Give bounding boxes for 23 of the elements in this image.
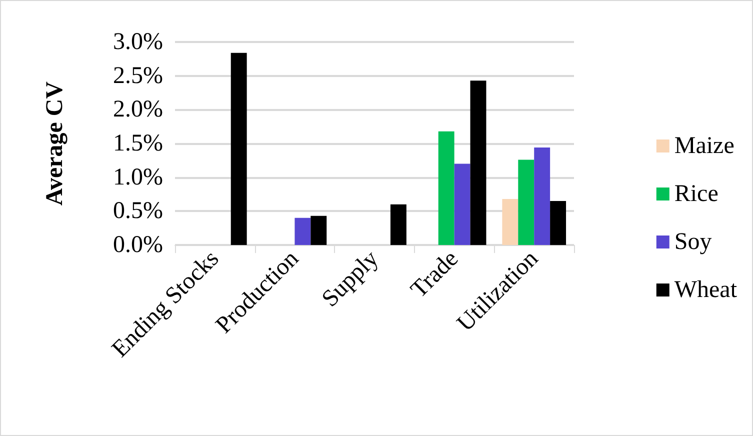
y-tick-label: 2.5% bbox=[113, 62, 163, 89]
y-tick-label: 1.5% bbox=[113, 130, 163, 156]
y-axis-title: Average CV bbox=[42, 80, 68, 206]
y-tick-label: 3.0% bbox=[113, 29, 163, 55]
y-tick-label: 0.0% bbox=[113, 232, 163, 258]
y-tick-label: 1.0% bbox=[113, 164, 163, 190]
bar bbox=[518, 160, 534, 245]
legend-label: Rice bbox=[674, 181, 718, 207]
bar bbox=[230, 52, 247, 245]
bar bbox=[502, 198, 518, 245]
y-tick-label: 0.5% bbox=[113, 198, 163, 224]
bar bbox=[470, 80, 486, 245]
legend-label: Maize bbox=[674, 133, 734, 159]
bar bbox=[390, 204, 406, 245]
bar bbox=[454, 164, 470, 245]
bar bbox=[534, 148, 550, 245]
legend-label: Soy bbox=[674, 229, 712, 255]
bar bbox=[294, 218, 311, 245]
bar bbox=[438, 131, 454, 245]
legend-label: Wheat bbox=[674, 277, 738, 303]
bar bbox=[550, 201, 566, 245]
y-tick-label: 2.0% bbox=[113, 96, 163, 123]
bar bbox=[310, 216, 327, 245]
